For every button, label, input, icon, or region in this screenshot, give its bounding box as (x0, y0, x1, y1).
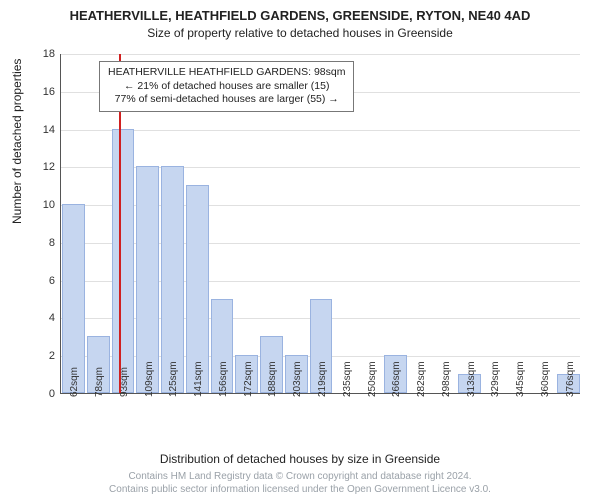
x-tick-label: 298sqm (441, 361, 452, 397)
footer-text: Contains HM Land Registry data © Crown c… (0, 471, 600, 496)
y-tick-label: 18 (43, 48, 55, 60)
gridline (61, 130, 580, 131)
y-tick-label: 12 (43, 161, 55, 173)
bar (136, 166, 159, 393)
page-subtitle: Size of property relative to detached ho… (0, 24, 600, 44)
footer-line-1: Contains HM Land Registry data © Crown c… (0, 471, 600, 484)
x-tick-label: 360sqm (540, 361, 551, 397)
x-tick-label: 235sqm (342, 361, 353, 397)
chart-container: HEATHERVILLE, HEATHFIELD GARDENS, GREENS… (0, 0, 600, 500)
footer-line-2: Contains public sector information licen… (0, 484, 600, 497)
info-box: HEATHERVILLE HEATHFIELD GARDENS: 98sqm← … (99, 61, 354, 112)
x-tick-label: 141sqm (193, 361, 204, 397)
y-tick-label: 10 (43, 199, 55, 211)
x-tick-label: 345sqm (515, 361, 526, 397)
y-tick-label: 2 (49, 350, 55, 362)
x-tick-label: 329sqm (490, 361, 501, 397)
bar (161, 166, 184, 393)
x-axis-label: Distribution of detached houses by size … (0, 452, 600, 466)
y-tick-label: 14 (43, 124, 55, 136)
x-tick-label: 188sqm (267, 361, 278, 397)
x-tick-label: 78sqm (94, 367, 105, 397)
y-tick-label: 8 (49, 237, 55, 249)
x-tick-label: 376sqm (565, 361, 576, 397)
y-axis-label: Number of detached properties (10, 59, 24, 224)
plot-area: 02468101214161862sqm78sqm93sqm109sqm125s… (60, 54, 580, 394)
x-tick-label: 266sqm (391, 361, 402, 397)
x-tick-label: 282sqm (416, 361, 427, 397)
y-tick-label: 16 (43, 86, 55, 98)
page-title: HEATHERVILLE, HEATHFIELD GARDENS, GREENS… (0, 0, 600, 24)
x-tick-label: 203sqm (292, 361, 303, 397)
x-tick-label: 109sqm (144, 361, 155, 397)
x-tick-label: 250sqm (367, 361, 378, 397)
info-box-line: ← 21% of detached houses are smaller (15… (108, 80, 345, 94)
x-tick-label: 156sqm (218, 361, 229, 397)
x-tick-label: 62sqm (69, 367, 80, 397)
y-tick-label: 6 (49, 275, 55, 287)
info-box-line: HEATHERVILLE HEATHFIELD GARDENS: 98sqm (108, 66, 345, 80)
chart-area: 02468101214161862sqm78sqm93sqm109sqm125s… (60, 54, 580, 394)
info-box-line: 77% of semi-detached houses are larger (… (108, 93, 345, 107)
x-tick-label: 172sqm (243, 361, 254, 397)
x-tick-label: 219sqm (317, 361, 328, 397)
x-tick-label: 313sqm (466, 361, 477, 397)
y-tick-label: 0 (49, 388, 55, 400)
gridline (61, 54, 580, 55)
bar (112, 129, 135, 393)
x-tick-label: 125sqm (168, 361, 179, 397)
y-tick-label: 4 (49, 312, 55, 324)
bar (62, 204, 85, 393)
